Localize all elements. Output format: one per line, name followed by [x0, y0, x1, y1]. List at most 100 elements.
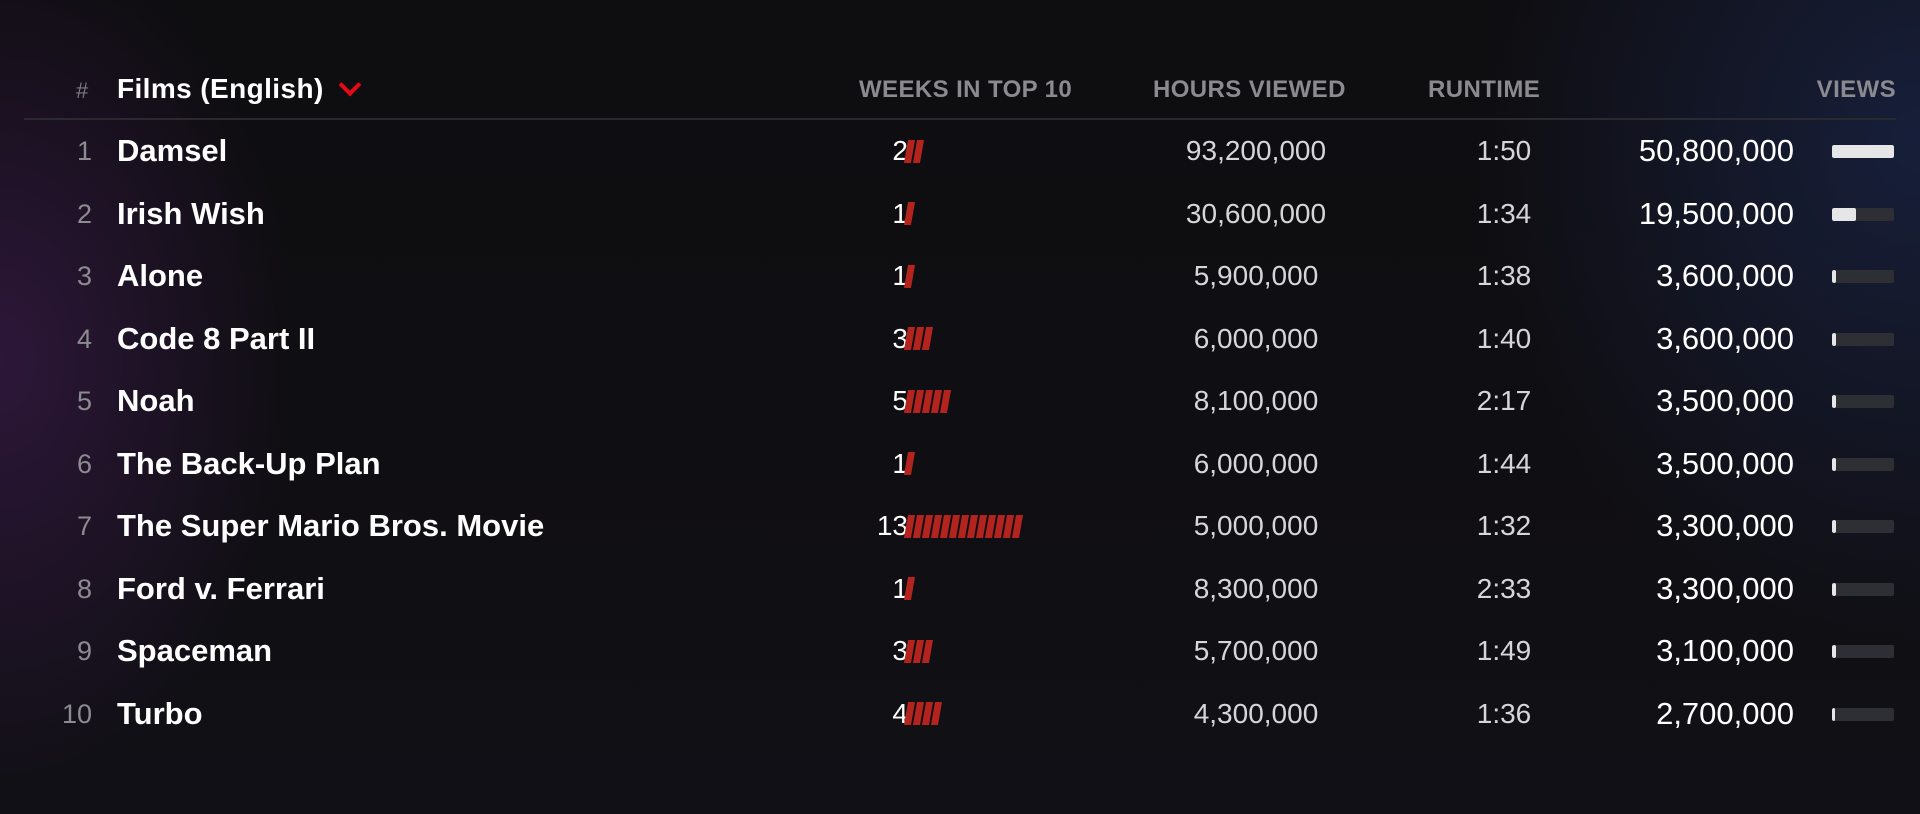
weeks-bars [903, 683, 943, 745]
runtime: 1:38 [1476, 260, 1532, 291]
table-body: 1 Damsel 2 93,200,000 1:50 50,800,000 2 … [24, 120, 1896, 745]
runtime: 1:32 [1476, 510, 1532, 541]
views-bar-fill [1832, 395, 1837, 408]
weeks-bars [903, 120, 925, 182]
title-link[interactable]: The Super Mario Bros. Movie [117, 508, 545, 543]
views-bar-track [1832, 645, 1894, 658]
views-bar-fill [1832, 707, 1836, 721]
views-count: 3,600,000 [1656, 320, 1794, 356]
rank-number: 8 [76, 573, 92, 604]
table-row[interactable]: 4 Code 8 Part II 3 6,000,000 1:40 3,600,… [24, 308, 1896, 371]
hours-viewed: 5,000,000 [1193, 510, 1319, 541]
views-bar-track [1832, 707, 1894, 721]
table-row[interactable]: 5 Noah 5 8,100,000 2:17 3,500,000 [24, 370, 1896, 433]
runtime: 1:44 [1476, 447, 1532, 479]
views-count: 2,700,000 [1656, 695, 1794, 731]
hours-viewed: 5,900,000 [1193, 260, 1319, 291]
title-link[interactable]: Code 8 Part II [117, 320, 316, 356]
hours-column-header: HOURS VIEWED [1153, 76, 1346, 103]
rank-number: 1 [76, 136, 92, 166]
title-link[interactable]: The Back-Up Plan [117, 445, 381, 481]
title-link[interactable]: Spaceman [117, 633, 273, 668]
runtime: 1:50 [1476, 135, 1532, 166]
hours-viewed: 6,000,000 [1193, 322, 1319, 354]
title-link[interactable]: Alone [117, 258, 204, 293]
hours-viewed: 93,200,000 [1185, 135, 1327, 166]
views-bar-fill [1832, 645, 1836, 658]
weeks-bars [903, 433, 916, 495]
hours-viewed: 4,300,000 [1193, 697, 1319, 729]
views-bar-fill [1832, 270, 1837, 283]
runtime: 1:36 [1476, 697, 1532, 729]
runtime-column-header: RUNTIME [1428, 76, 1541, 103]
rank-number: 5 [76, 386, 92, 416]
chevron-down-icon[interactable] [338, 73, 362, 97]
week-bar [903, 577, 916, 600]
runtime: 1:49 [1476, 635, 1532, 666]
weeks-count: 3 [892, 635, 908, 666]
views-count: 3,300,000 [1656, 508, 1794, 543]
weeks-count: 1 [892, 447, 908, 479]
views-bar-track [1832, 520, 1894, 533]
views-bar-fill [1832, 457, 1837, 471]
week-bar [921, 327, 934, 350]
table-row[interactable]: 8 Ford v. Ferrari 1 8,300,000 2:33 3,300… [24, 558, 1896, 621]
rank-number: 10 [61, 698, 92, 729]
title-link[interactable]: Noah [117, 383, 195, 418]
hours-viewed: 6,000,000 [1193, 447, 1319, 479]
weeks-column-header: WEEKS IN TOP 10 [859, 76, 1073, 103]
week-bar [939, 389, 952, 413]
views-column-header: VIEWS [1816, 76, 1896, 103]
weeks-count: 2 [892, 135, 908, 166]
table-row[interactable]: 10 Turbo 4 4,300,000 1:36 2,700,000 [24, 683, 1896, 746]
views-bar-track [1832, 270, 1894, 283]
title-link[interactable]: Ford v. Ferrari [117, 570, 325, 606]
rank-number: 3 [76, 261, 92, 291]
rank-column-header: # [76, 78, 89, 103]
week-bar [930, 702, 943, 725]
views-bar-track [1832, 582, 1894, 596]
views-count: 19,500,000 [1638, 195, 1794, 231]
table-header: # Films (English) WEEKS IN TOP 10 HOURS … [24, 66, 1896, 120]
views-bar-track [1832, 207, 1894, 221]
views-bar-track [1832, 145, 1894, 158]
weeks-count: 1 [892, 197, 908, 229]
views-count: 3,500,000 [1656, 445, 1794, 481]
views-bar-track [1832, 457, 1894, 471]
week-bar [912, 139, 925, 163]
title-link[interactable]: Irish Wish [117, 195, 265, 231]
views-bar-fill [1832, 520, 1837, 533]
runtime: 2:17 [1476, 385, 1532, 416]
weeks-count: 1 [892, 572, 908, 604]
runtime: 1:34 [1476, 197, 1532, 229]
hours-viewed: 8,300,000 [1193, 572, 1319, 604]
views-bar-fill [1832, 207, 1856, 221]
top10-table: # Films (English) WEEKS IN TOP 10 HOURS … [24, 66, 1896, 745]
table-row[interactable]: 6 The Back-Up Plan 1 6,000,000 1:44 3,50… [24, 433, 1896, 496]
weeks-count: 13 [876, 510, 908, 541]
views-bar-fill [1832, 332, 1837, 346]
category-dropdown[interactable]: Films (English) [117, 73, 362, 105]
runtime: 1:40 [1476, 322, 1532, 354]
table-row[interactable]: 7 The Super Mario Bros. Movie 13 5,000,0… [24, 495, 1896, 558]
weeks-bars [903, 308, 934, 370]
views-bar-fill [1832, 582, 1837, 596]
weeks-bars [903, 495, 1024, 557]
rank-number: 6 [76, 448, 92, 479]
table-row[interactable]: 2 Irish Wish 1 30,600,000 1:34 19,500,00… [24, 183, 1896, 246]
weeks-bars [903, 558, 916, 620]
views-bar-track [1832, 332, 1894, 346]
title-link[interactable]: Damsel [117, 133, 228, 168]
runtime: 2:33 [1476, 572, 1532, 604]
week-bar [903, 452, 916, 475]
week-bar [903, 202, 916, 225]
weeks-bars [903, 370, 952, 432]
table-row[interactable]: 1 Damsel 2 93,200,000 1:50 50,800,000 [24, 120, 1896, 183]
views-count: 3,500,000 [1656, 383, 1794, 418]
title-link[interactable]: Turbo [117, 695, 203, 731]
table-row[interactable]: 9 Spaceman 3 5,700,000 1:49 3,100,000 [24, 620, 1896, 683]
views-bar-fill [1832, 145, 1894, 158]
table-row[interactable]: 3 Alone 1 5,900,000 1:38 3,600,000 [24, 245, 1896, 308]
weeks-bars [903, 245, 916, 307]
views-bar-track [1832, 395, 1894, 408]
